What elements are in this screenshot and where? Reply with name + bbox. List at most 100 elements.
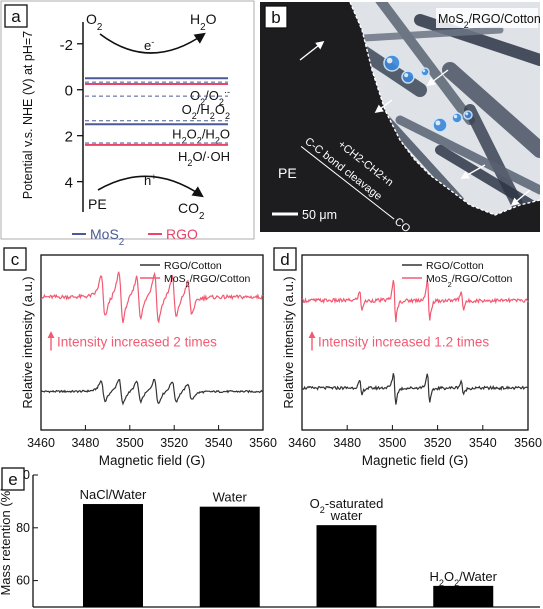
panel-label-b: b xyxy=(271,8,280,27)
series-d-1 xyxy=(301,280,529,323)
text-part: H xyxy=(172,127,181,142)
legend-label-c-1: MoS2/RGO/Cotton xyxy=(164,273,251,289)
panel-e: 6080100Mass retention (%)NaCl/WaterWater… xyxy=(0,468,540,608)
bar-label-e-2-0: O2-saturated xyxy=(310,496,384,515)
tick-label-d-3460: 3460 xyxy=(288,436,316,450)
top-product: H2O xyxy=(190,11,217,33)
text-part: H xyxy=(190,11,200,27)
text-part: 2 xyxy=(186,280,190,289)
plot-frame-c xyxy=(40,254,264,431)
text-part: MoS xyxy=(164,273,186,285)
bar-e-1 xyxy=(199,506,260,607)
hole-arrow xyxy=(97,175,204,198)
panel-d: 3460 3480 3500 3520 3540 3560 Magnetic field (… xyxy=(281,254,542,468)
text-part: O xyxy=(215,102,225,117)
axis-label-x-d: Magnetic field (G) xyxy=(362,453,469,468)
axis-label-y-d: Relative intensity (a.u.) xyxy=(281,276,296,408)
tick-label-c-3500: 3500 xyxy=(116,436,144,450)
text-part: water xyxy=(330,508,363,523)
panel-a-frame xyxy=(0,0,255,240)
tick-label-c-3540: 3540 xyxy=(205,436,233,450)
text-part: MoS xyxy=(90,226,119,242)
series-c-0 xyxy=(40,378,264,406)
ros-sphere-0 xyxy=(383,54,401,72)
bar-label-e-2-1: water xyxy=(330,508,363,523)
tick-label-c-3520: 3520 xyxy=(160,436,188,450)
text-part: h xyxy=(144,173,151,188)
text-part: O xyxy=(220,127,230,142)
text-part: /H xyxy=(202,127,215,142)
text-part: O xyxy=(310,496,320,511)
hole-label: h+ xyxy=(144,172,157,188)
text-part: 2 xyxy=(210,111,215,121)
annotation-c: Intensity increased 2 times xyxy=(57,335,217,350)
text-part: O xyxy=(86,11,97,27)
tick-label-c-3460: 3460 xyxy=(27,436,55,450)
bar-label-e-1-0: Water xyxy=(213,490,248,505)
pe-label: PE xyxy=(278,165,297,181)
series-d-0 xyxy=(301,373,529,405)
tick-label-d-3560: 3560 xyxy=(514,436,542,450)
redox-label-1: O2/H2O2 xyxy=(182,102,230,121)
text-part: 2 xyxy=(219,97,224,107)
text-part: 2 xyxy=(119,237,124,248)
text-part: /RGO/Cotton xyxy=(452,273,513,285)
text-part: 2 xyxy=(187,158,192,168)
title-b-bg xyxy=(436,8,538,28)
scale-label: 50 μm xyxy=(302,208,337,222)
redox-label-3: H2O/·OH xyxy=(178,149,230,168)
tick-label-a-4: 4 xyxy=(65,175,73,192)
tick-label-c-3480: 3480 xyxy=(71,436,99,450)
ros-sphere-4 xyxy=(451,112,463,124)
legend-label-1: RGO xyxy=(166,226,198,242)
panel-label-box-b xyxy=(264,5,288,29)
bar-e-2 xyxy=(316,525,377,607)
text-part: 2 xyxy=(200,22,205,33)
text-part: RGO/Cotton xyxy=(426,260,484,272)
plot-frame-d xyxy=(301,254,529,431)
redox-label-2: H2O2/H2O xyxy=(172,127,230,146)
text-part: /O xyxy=(205,88,219,103)
boundary-arrow-4 xyxy=(426,69,449,87)
panel-label-e: e xyxy=(8,470,17,489)
panel-label-box-c xyxy=(3,247,27,271)
ros-highlight-5 xyxy=(465,112,469,116)
text-part: O xyxy=(190,88,200,103)
axis-label-x-c: Magnetic field (G) xyxy=(99,453,206,468)
text-part: NaCl/Water xyxy=(80,487,147,502)
text-part: H xyxy=(178,149,187,164)
top-reactant: O2 xyxy=(86,11,102,33)
boundary-arrow-2 xyxy=(460,164,486,179)
text-part: + xyxy=(151,172,156,182)
ros-sphere-2 xyxy=(420,67,430,77)
bottom-product: CO2 xyxy=(178,200,204,222)
panel-label-c: c xyxy=(11,250,20,269)
redox-label-0: O2/O2·- xyxy=(190,87,230,107)
cotton-fiber-3 xyxy=(442,62,540,158)
cotton-fiber-6 xyxy=(395,115,540,195)
tick-label-a--2: -2 xyxy=(60,37,73,54)
ros-sphere-3 xyxy=(432,117,448,133)
text-part: RGO/Cotton xyxy=(164,260,222,272)
electron-arrow xyxy=(99,32,206,54)
axis-label-e-y: Mass retention (%) xyxy=(0,486,13,595)
text-part: 2 xyxy=(97,22,102,33)
ros-sphere-1 xyxy=(401,70,415,84)
bar-e-0 xyxy=(83,504,143,607)
panel-label-box-d xyxy=(273,247,297,271)
cleavage-underline xyxy=(300,146,395,220)
legend-label-c-0: RGO/Cotton xyxy=(164,260,222,272)
legend-label-d-0: RGO/Cotton xyxy=(426,260,484,272)
text-part: 2 xyxy=(199,211,204,222)
text-part: 2 xyxy=(200,97,205,107)
ros-highlight-4 xyxy=(453,114,458,119)
axis-label-a-y: Potential v.s. NHE (V) at pH=7 xyxy=(21,31,35,199)
text-part: 2 xyxy=(215,136,220,146)
cotton-fiber-1 xyxy=(375,2,475,125)
boundary-arrow-3 xyxy=(510,189,531,207)
pe-boundary xyxy=(349,2,540,216)
tick-label-d-3500: 3500 xyxy=(378,436,406,450)
text-part: MoS xyxy=(438,12,464,26)
